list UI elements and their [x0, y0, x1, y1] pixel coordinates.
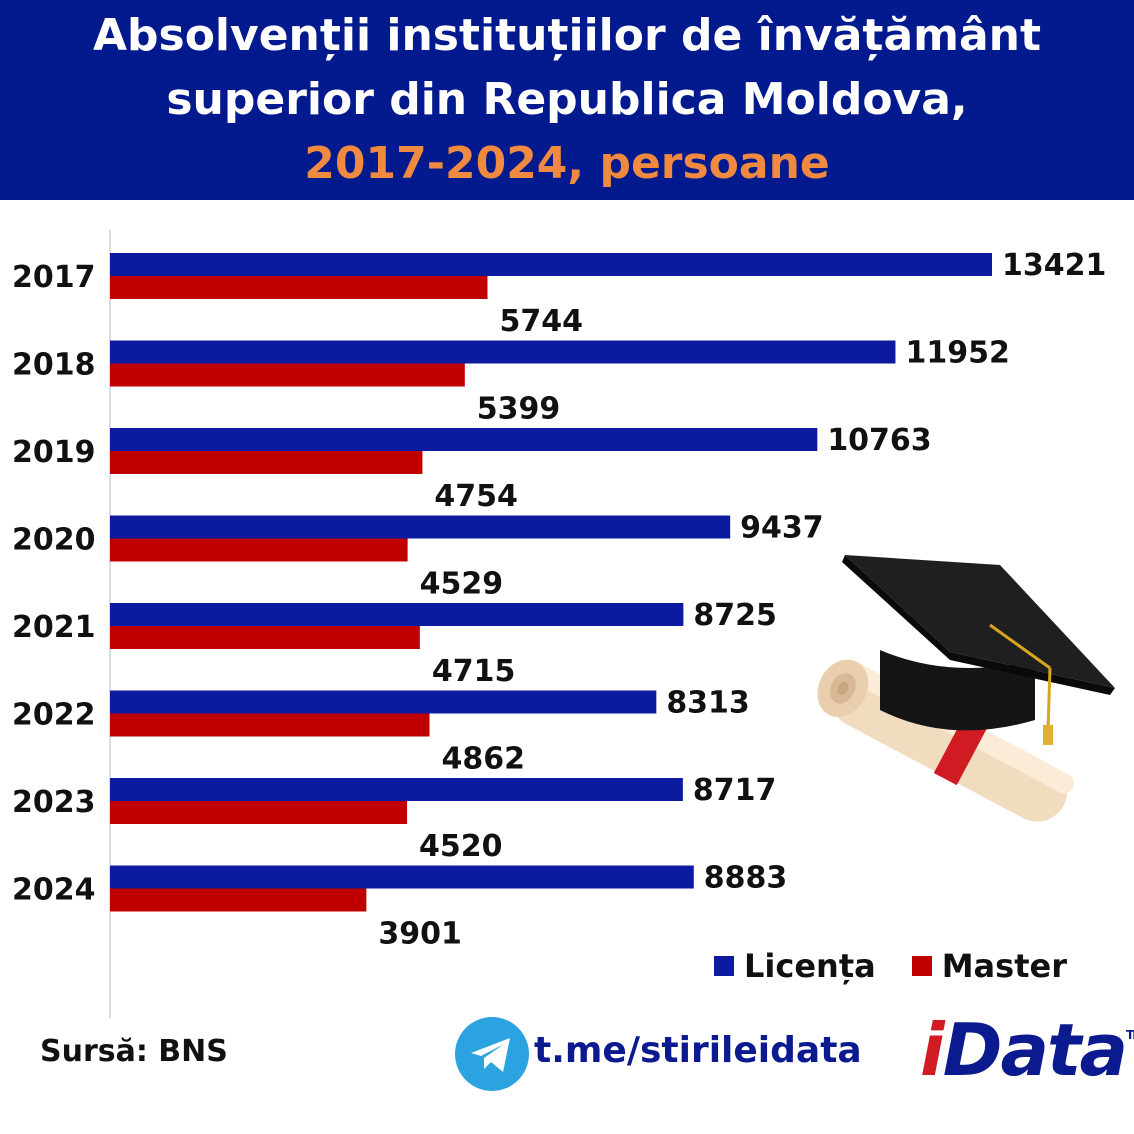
category-label: 2018	[12, 348, 96, 383]
bar-chart: 2017 13421 5744 2018 11952 5399 2019 10763 4754 2…	[12, 230, 1106, 1018]
data-label-licenta: 8313	[666, 686, 750, 721]
legend-label-master: Master	[941, 947, 1067, 985]
bar-licenta	[110, 865, 694, 889]
bar-licenta	[110, 428, 818, 451]
title-line-1: Absolvenții instituțiilor de învățământ	[92, 10, 1042, 61]
bar-licenta	[110, 603, 684, 626]
bar-master	[110, 538, 408, 562]
category-label: 2022	[12, 698, 96, 733]
bar-licenta	[110, 515, 731, 539]
category-label: 2021	[12, 610, 96, 645]
bar-licenta	[110, 778, 683, 801]
data-label-licenta: 13421	[1002, 248, 1106, 283]
bar-master	[110, 451, 423, 474]
bar-licenta	[110, 253, 992, 276]
category-label: 2023	[12, 785, 96, 820]
data-label-master: 4754	[434, 479, 518, 514]
category-label: 2017	[12, 260, 96, 295]
bar-master	[110, 276, 488, 299]
bar-master	[110, 363, 465, 387]
bar-master	[110, 801, 408, 824]
data-label-master: 4520	[419, 829, 503, 864]
title-line-2: superior din Republica Moldova,	[166, 74, 968, 125]
data-label-licenta: 11952	[905, 336, 1009, 371]
data-label-master: 5399	[477, 392, 561, 427]
brand-logo-data: Data	[942, 1008, 1128, 1092]
data-label-licenta: 8883	[704, 861, 788, 896]
legend-swatch-licenta	[714, 956, 734, 976]
legend-label-licenta: Licența	[744, 947, 876, 985]
category-label: 2019	[12, 435, 96, 470]
bar-licenta	[110, 340, 896, 364]
bar-master	[110, 626, 420, 649]
category-label: 2024	[12, 873, 96, 908]
brand-trademark: TM	[1126, 1028, 1134, 1042]
telegram-link[interactable]: t.me/stirileidata	[534, 1030, 862, 1071]
source-note: Sursă: BNS	[40, 1034, 228, 1069]
brand-logo-i: i	[920, 1008, 945, 1092]
legend: Licența Master	[714, 944, 1067, 988]
title-line-3: 2017-2024, persoane	[304, 138, 830, 189]
bar-master	[110, 713, 430, 737]
data-label-licenta: 8725	[693, 598, 777, 633]
data-label-master: 5744	[499, 304, 583, 339]
data-label-licenta: 10763	[827, 423, 931, 458]
title-banner: Absolvenții instituțiilor de învățământ …	[0, 0, 1134, 200]
data-label-master: 4529	[420, 567, 504, 602]
graduation-cap-diploma-icon	[817, 555, 1115, 822]
telegram-icon	[455, 1017, 529, 1091]
bar-master	[110, 888, 367, 912]
legend-swatch-master	[911, 956, 932, 976]
bar-licenta	[110, 690, 657, 714]
brand-logo: iDataTM	[920, 1008, 1134, 1092]
data-label-licenta: 8717	[693, 773, 777, 808]
data-label-master: 4715	[432, 654, 516, 689]
data-label-master: 3901	[378, 917, 462, 952]
category-label: 2020	[12, 523, 96, 558]
data-label-master: 4862	[442, 742, 526, 777]
data-label-licenta: 9437	[740, 511, 824, 546]
